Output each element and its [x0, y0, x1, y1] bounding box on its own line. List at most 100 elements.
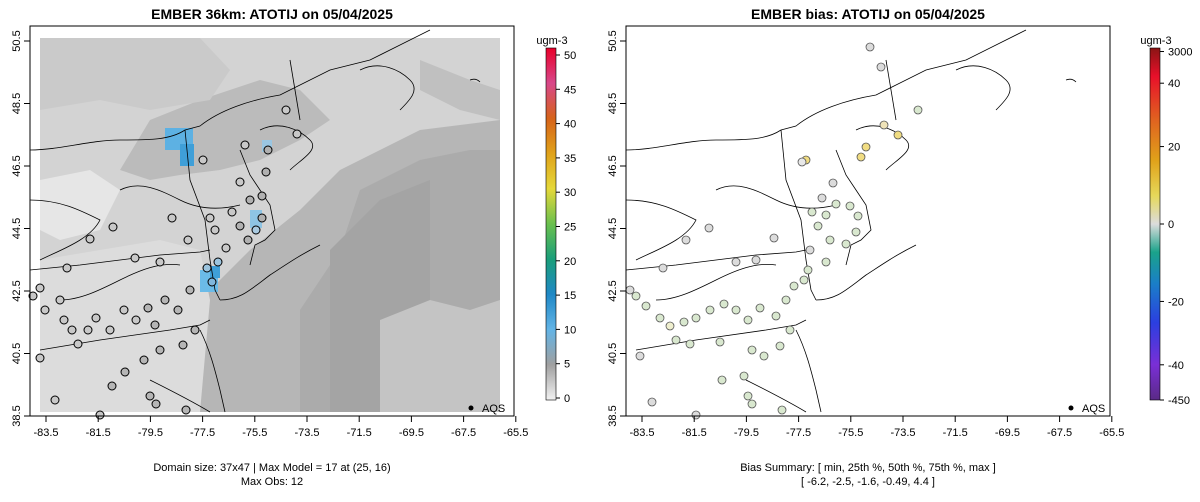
aqs-site-marker	[107, 381, 117, 391]
aqs-site-marker	[245, 195, 255, 205]
right-plot-frame	[625, 25, 1111, 417]
aqs-site-marker	[160, 295, 170, 305]
bias-site-marker	[821, 257, 831, 267]
bias-site-marker	[715, 337, 725, 347]
right-map-panel: EMBER bias: ATOTIJ on 05/04/2025	[607, 6, 1192, 488]
bias-site-marker	[789, 281, 799, 291]
lat-tick-label: 44.5	[607, 218, 619, 239]
aqs-legend-label: AQS	[1082, 403, 1105, 415]
bias-site-marker	[655, 313, 665, 323]
bias-site-marker	[658, 263, 668, 273]
bias-site-marker	[717, 375, 727, 385]
right-colorbar-unit: ugm-3	[1140, 35, 1171, 47]
lon-tick-label: -83.5	[629, 427, 654, 439]
bias-site-marker	[845, 201, 855, 211]
colorbar-tick-label: 20	[1168, 142, 1180, 154]
aqs-site-marker	[181, 405, 191, 415]
bias-site-marker	[799, 275, 809, 285]
colorbar-tick-label: 35	[564, 153, 576, 165]
aqs-site-marker	[198, 155, 208, 165]
bias-site-marker	[821, 210, 831, 220]
lon-tick-label: -67.5	[1047, 427, 1072, 439]
bias-site-marker	[813, 221, 823, 231]
colorbar-tick-label: 10	[564, 324, 576, 336]
bias-site-marker	[685, 339, 695, 349]
aqs-site-marker	[131, 315, 141, 325]
lat-tick-label: 44.5	[11, 218, 23, 239]
aqs-site-marker	[130, 253, 140, 263]
colorbar-tick-label: 45	[564, 84, 576, 96]
lon-tick-label: -71.5	[347, 427, 372, 439]
aqs-site-marker	[85, 234, 95, 244]
colorbar-tick-label: 40	[1168, 78, 1180, 90]
aqs-site-marker	[292, 129, 302, 139]
bias-site-marker	[631, 291, 641, 301]
left-map-panel: EMBER 36km: ATOTIJ on 05/04/2025	[11, 6, 576, 488]
bias-site-marker	[775, 341, 785, 351]
lat-tick-label: 42.5	[11, 280, 23, 301]
lon-tick-label: -69.5	[399, 427, 424, 439]
bias-site-marker	[691, 410, 701, 420]
bias-site-marker	[777, 405, 787, 415]
aqs-site-marker	[108, 222, 118, 232]
aqs-site-marker	[207, 277, 217, 287]
aqs-site-marker	[205, 213, 215, 223]
aqs-site-marker	[202, 263, 212, 273]
left-lon-axis: -83.5 -81.5 -79.5 -77.5 -75.5 -73.5 -71.5 -69.5…	[33, 416, 528, 439]
aqs-site-marker	[50, 395, 60, 405]
aqs-site-marker	[257, 191, 267, 201]
aqs-site-marker	[59, 315, 69, 325]
aqs-site-marker	[120, 367, 130, 377]
colorbar-tick-label: 3000	[1168, 47, 1192, 59]
aqs-site-marker	[221, 243, 231, 253]
lat-tick-label: 48.5	[607, 93, 619, 114]
bias-site-marker	[759, 351, 769, 361]
bias-site-marker	[803, 265, 813, 275]
bias-site-marker	[747, 345, 757, 355]
bias-site-marker	[743, 391, 753, 401]
bias-site-marker	[831, 199, 841, 209]
lon-tick-label: -67.5	[451, 427, 476, 439]
bias-site-marker	[861, 142, 871, 152]
aqs-site-marker	[178, 340, 188, 350]
right-lat-axis: 38.5 40.5 42.5 44.5 46.5 48.5 50.5	[607, 30, 626, 427]
aqs-site-marker	[35, 353, 45, 363]
bias-site-marker	[771, 311, 781, 321]
aqs-site-marker	[155, 257, 165, 267]
lon-tick-label: -65.5	[503, 427, 528, 439]
bias-site-marker	[865, 42, 875, 52]
aqs-legend-dot	[468, 405, 474, 411]
bias-site-marker	[805, 245, 815, 255]
aqs-site-marker	[119, 305, 129, 315]
colorbar-tick-label: 15	[564, 290, 576, 302]
lat-tick-label: 46.5	[11, 155, 23, 176]
colorbar-tick-label: 30	[564, 187, 576, 199]
left-footer-line1: Domain size: 37x47 | Max Model = 17 at (…	[153, 462, 390, 474]
aqs-site-marker	[62, 263, 72, 273]
aqs-site-marker	[105, 325, 115, 335]
aqs-site-marker	[210, 225, 220, 235]
right-colorbar-ramp	[1149, 47, 1161, 401]
bias-site-marker	[747, 399, 757, 409]
bias-site-marker	[625, 285, 635, 295]
aqs-site-marker	[190, 325, 200, 335]
right-boundaries	[626, 29, 1077, 413]
lat-tick-label: 40.5	[607, 343, 619, 364]
lon-tick-label: -83.5	[33, 427, 58, 439]
lat-tick-label: 48.5	[11, 93, 23, 114]
lon-tick-label: -75.5	[838, 427, 863, 439]
aqs-site-marker	[83, 325, 93, 335]
bias-site-marker	[913, 105, 923, 115]
aqs-site-marker	[73, 339, 83, 349]
lon-tick-label: -73.5	[890, 427, 915, 439]
bias-site-marker	[705, 305, 715, 315]
left-plot-frame	[29, 25, 515, 417]
bias-site-marker	[828, 178, 838, 188]
bias-site-marker	[817, 193, 827, 203]
aqs-site-marker	[155, 345, 165, 355]
lat-tick-label: 40.5	[11, 343, 23, 364]
left-colorbar: ugm-3 0 5 10 15 20 25 30 35 40 45 50	[536, 35, 576, 405]
aqs-site-marker	[173, 305, 183, 315]
right-title: EMBER bias: ATOTIJ on 05/04/2025	[751, 6, 985, 22]
